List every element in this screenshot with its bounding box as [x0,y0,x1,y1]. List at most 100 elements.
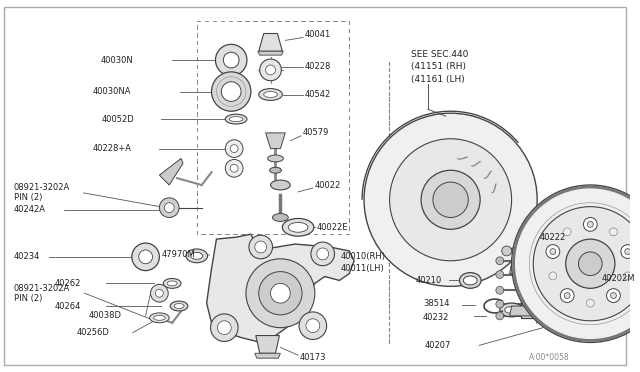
Ellipse shape [271,180,290,190]
Ellipse shape [229,117,243,122]
Circle shape [221,82,241,102]
Polygon shape [256,336,280,353]
Circle shape [566,239,615,288]
Circle shape [156,289,163,297]
Text: 40030N: 40030N [100,55,133,65]
Text: 40264: 40264 [55,302,81,311]
Circle shape [560,289,574,302]
Text: J: J [472,158,481,167]
Circle shape [260,59,282,81]
Ellipse shape [225,114,247,124]
Ellipse shape [264,92,278,97]
Ellipse shape [282,218,314,236]
Circle shape [271,283,290,303]
Text: 47970M: 47970M [161,250,195,259]
Polygon shape [255,353,280,358]
Circle shape [159,198,179,218]
Text: (41151 (RH): (41151 (RH) [412,62,467,71]
Circle shape [139,250,152,264]
Circle shape [317,248,328,260]
Ellipse shape [167,281,177,286]
Text: 40210: 40210 [415,276,442,285]
Text: 40542: 40542 [305,90,332,99]
Text: 40222: 40222 [539,232,565,242]
Circle shape [390,139,511,261]
Polygon shape [266,133,285,148]
Text: SEE SEC.440: SEE SEC.440 [412,50,468,59]
Text: 40010(RH): 40010(RH) [340,252,385,262]
Ellipse shape [505,307,518,313]
Circle shape [609,228,618,236]
Circle shape [364,113,537,286]
Ellipse shape [186,249,207,263]
Text: 40041: 40041 [305,30,332,39]
Circle shape [421,170,480,229]
Circle shape [496,270,504,279]
Text: J: J [492,183,496,193]
Circle shape [607,289,620,302]
Text: 08921-3202A: 08921-3202A [14,284,70,293]
Polygon shape [509,264,573,273]
Circle shape [496,286,504,294]
Text: 40173: 40173 [300,353,326,362]
Ellipse shape [154,315,165,320]
Text: 40262: 40262 [55,279,81,288]
Circle shape [563,228,571,236]
Ellipse shape [163,279,181,288]
Circle shape [584,218,597,231]
Text: 40242A: 40242A [14,205,46,214]
Circle shape [502,246,511,256]
Text: 40030NA: 40030NA [93,87,131,96]
Circle shape [550,248,556,254]
Polygon shape [509,306,573,316]
Ellipse shape [288,222,308,232]
Circle shape [266,65,275,75]
Text: J: J [457,153,467,160]
Circle shape [311,242,335,266]
Circle shape [132,243,159,270]
Text: 40232: 40232 [423,313,449,322]
Text: J: J [484,169,491,179]
Circle shape [299,312,326,340]
Circle shape [225,160,243,177]
Text: 40052D: 40052D [101,115,134,124]
Polygon shape [207,234,354,343]
Circle shape [433,182,468,218]
Text: 40207: 40207 [425,341,451,350]
Text: 40228+A: 40228+A [93,144,131,153]
Ellipse shape [259,89,282,100]
Text: PIN (2): PIN (2) [14,193,42,202]
Polygon shape [258,51,284,55]
Circle shape [611,293,616,298]
Circle shape [255,241,267,253]
Ellipse shape [174,304,184,308]
Ellipse shape [191,253,203,259]
Circle shape [624,272,632,280]
Polygon shape [522,254,561,318]
Text: 40234: 40234 [14,252,40,262]
Ellipse shape [268,155,284,162]
Circle shape [223,52,239,68]
Text: A·00*0058: A·00*0058 [529,353,570,362]
Text: 40022: 40022 [315,180,341,189]
Circle shape [218,321,231,334]
Circle shape [230,145,238,153]
Text: 40202M: 40202M [602,274,636,283]
Circle shape [306,319,320,333]
Text: 38514: 38514 [423,299,449,308]
Circle shape [211,314,238,341]
Circle shape [249,235,273,259]
Text: 40011(LH): 40011(LH) [340,264,384,273]
Circle shape [212,72,251,111]
Ellipse shape [170,301,188,311]
Circle shape [259,272,302,315]
Circle shape [496,300,504,308]
Text: PIN (2): PIN (2) [14,294,42,303]
Circle shape [546,245,560,259]
Ellipse shape [500,303,524,317]
Text: 40228: 40228 [305,62,332,71]
Ellipse shape [460,273,481,288]
Text: 40038D: 40038D [88,311,122,320]
Ellipse shape [150,313,169,323]
Text: 40022E: 40022E [317,223,348,232]
